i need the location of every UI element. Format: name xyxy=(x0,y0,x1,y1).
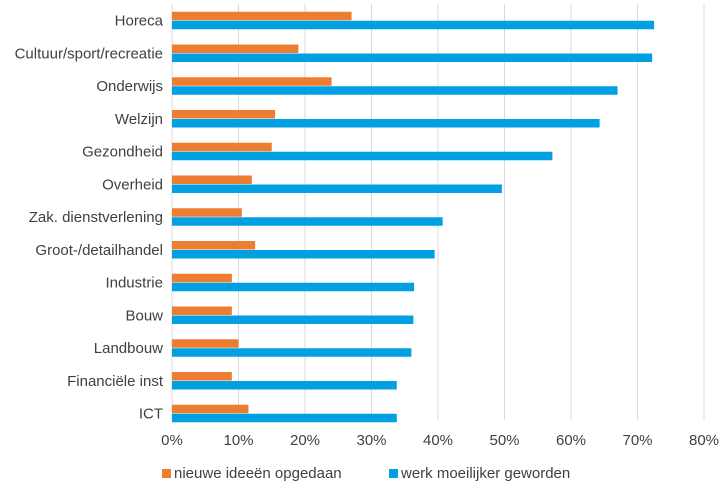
category-label: ICT xyxy=(139,406,163,423)
x-tick-label: 40% xyxy=(423,432,453,449)
x-tick-label: 60% xyxy=(556,432,586,449)
category-label: Groot-/detailhandel xyxy=(35,242,163,259)
bars xyxy=(172,11,655,423)
x-tick-label: 0% xyxy=(161,432,183,449)
bar-nieuwe-ideeen xyxy=(172,44,299,53)
category-label: Overheid xyxy=(102,176,163,193)
legend-label: nieuwe ideeën opgedaan xyxy=(174,465,342,482)
category-label: Zak. dienstverlening xyxy=(29,209,163,226)
gridlines xyxy=(171,4,705,420)
bar-werk-moeilijker xyxy=(172,282,415,292)
x-tick-label: 50% xyxy=(489,432,519,449)
bar-werk-moeilijker xyxy=(172,315,414,324)
legend: nieuwe ideeën opgedaan werk moeilijker ge… xyxy=(162,465,570,482)
category-label: Bouw xyxy=(125,307,163,324)
bar-werk-moeilijker xyxy=(172,86,618,95)
category-label: Cultuur/sport/recreatie xyxy=(15,45,163,62)
category-label: Gezondheid xyxy=(82,144,163,161)
bar-nieuwe-ideeen xyxy=(172,404,249,414)
bar-werk-moeilijker xyxy=(172,151,553,161)
bar-werk-moeilijker xyxy=(172,184,502,193)
x-tick-label: 80% xyxy=(689,432,719,449)
legend-swatch xyxy=(162,469,171,478)
category-label: Onderwijs xyxy=(96,78,163,95)
bar-nieuwe-ideeen xyxy=(172,175,252,184)
bar-nieuwe-ideeen xyxy=(172,339,239,348)
bar-nieuwe-ideeen xyxy=(172,241,256,250)
bar-nieuwe-ideeen xyxy=(172,110,276,119)
bar-werk-moeilijker xyxy=(172,217,443,226)
bar-werk-moeilijker xyxy=(172,20,655,30)
x-tick-label: 70% xyxy=(622,432,652,449)
bar-nieuwe-ideeen xyxy=(172,306,232,315)
legend-swatch xyxy=(389,469,398,478)
x-axis-tick-labels: 0% 10% 20% 30% 40% 50% 60% 70% 80% xyxy=(161,432,719,449)
bar-werk-moeilijker xyxy=(172,250,435,259)
bar-werk-moeilijker xyxy=(172,381,397,390)
category-label: Welzijn xyxy=(115,111,163,128)
category-label: Landbouw xyxy=(94,340,163,357)
bar-werk-moeilijker xyxy=(172,119,600,128)
bar-werk-moeilijker xyxy=(172,413,397,423)
category-labels: Horeca Cultuur/sport/recreatie Onderwijs We… xyxy=(15,13,164,423)
x-tick-label: 10% xyxy=(223,432,253,449)
bar-nieuwe-ideeen xyxy=(172,273,232,283)
bar-werk-moeilijker xyxy=(172,348,412,357)
x-tick-label: 30% xyxy=(356,432,386,449)
category-label: Financiële inst xyxy=(67,373,164,390)
bar-nieuwe-ideeen xyxy=(172,11,352,21)
bar-nieuwe-ideeen xyxy=(172,142,272,152)
category-label: Horeca xyxy=(115,13,164,30)
bar-werk-moeilijker xyxy=(172,53,653,62)
category-label: Industrie xyxy=(105,275,163,292)
legend-label: werk moeilijker geworden xyxy=(400,465,570,482)
bar-nieuwe-ideeen xyxy=(172,372,232,381)
bar-nieuwe-ideeen xyxy=(172,77,332,86)
x-tick-label: 20% xyxy=(290,432,320,449)
bar-nieuwe-ideeen xyxy=(172,208,242,217)
